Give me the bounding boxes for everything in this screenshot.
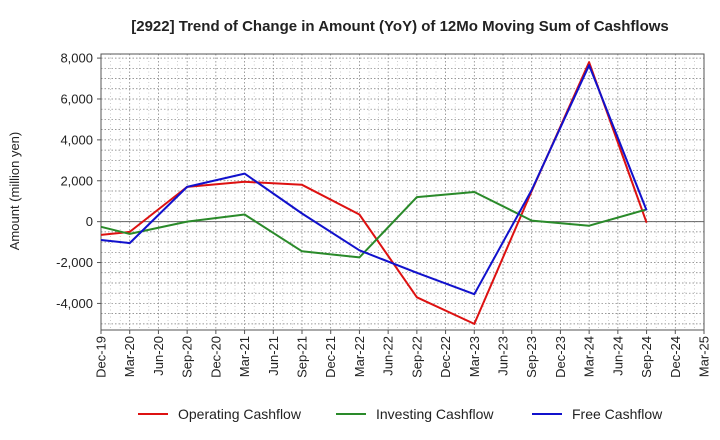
- legend: Operating Cashflow Investing Cashflow Free…: [138, 406, 663, 422]
- x-tick-label: Dec-21: [323, 336, 338, 378]
- x-tick-label: Jun-24: [610, 336, 625, 376]
- y-ticks: -4,000 -2,000 0 2,000 4,000 6,000 8,000: [56, 51, 101, 311]
- x-tick-label: Mar-22: [352, 336, 367, 377]
- x-tick-label: Sep-21: [295, 336, 310, 378]
- series-line-investing-cashflow: [100, 191, 647, 259]
- plot-frame: [100, 53, 705, 331]
- x-tick-label: Sep-23: [524, 336, 539, 378]
- y-axis-label: Amount (million yen): [7, 132, 22, 251]
- y-tick-label: 4,000: [60, 132, 93, 147]
- grid: [100, 54, 705, 330]
- y-tick-label: 0: [86, 214, 93, 229]
- x-ticks: Dec-19 Mar-20 Jun-20 Sep-20 Dec-20 Mar-21 Jun-…: [94, 330, 712, 378]
- chart-title: [2922] Trend of Change in Amount (YoY) o…: [131, 18, 669, 35]
- legend-label: Investing Cashflow: [376, 406, 494, 422]
- x-tick-label: Sep-20: [180, 336, 195, 378]
- series-line-operating-cashflow: [100, 61, 648, 325]
- x-tick-label: Dec-24: [668, 336, 683, 378]
- x-tick-label: Mar-20: [122, 336, 137, 377]
- x-tick-label: Dec-22: [438, 336, 453, 378]
- legend-label: Free Cashflow: [572, 406, 663, 422]
- x-tick-label: Sep-24: [639, 336, 654, 378]
- x-tick-label: Jun-20: [151, 336, 166, 376]
- x-tick-label: Sep-22: [409, 336, 424, 378]
- x-tick-label: Mar-23: [467, 336, 482, 377]
- y-tick-label: 2,000: [60, 173, 93, 188]
- x-tick-label: Mar-25: [697, 336, 712, 377]
- x-tick-label: Dec-20: [208, 336, 223, 378]
- y-tick-label: -4,000: [56, 296, 93, 311]
- x-tick-label: Mar-24: [582, 336, 597, 377]
- legend-label: Operating Cashflow: [178, 406, 302, 422]
- x-tick-label: Jun-23: [496, 336, 511, 376]
- x-tick-label: Mar-21: [237, 336, 252, 377]
- x-tick-label: Dec-23: [553, 336, 568, 378]
- x-tick-label: Jun-22: [381, 336, 396, 376]
- series-line-free-cashflow: [100, 64, 648, 296]
- y-tick-label: -2,000: [56, 255, 93, 270]
- y-tick-label: 6,000: [60, 91, 93, 106]
- x-tick-label: Jun-21: [266, 336, 281, 376]
- y-tick-label: 8,000: [60, 51, 93, 66]
- x-tick-label: Dec-19: [94, 336, 109, 378]
- series-lines: [100, 61, 648, 325]
